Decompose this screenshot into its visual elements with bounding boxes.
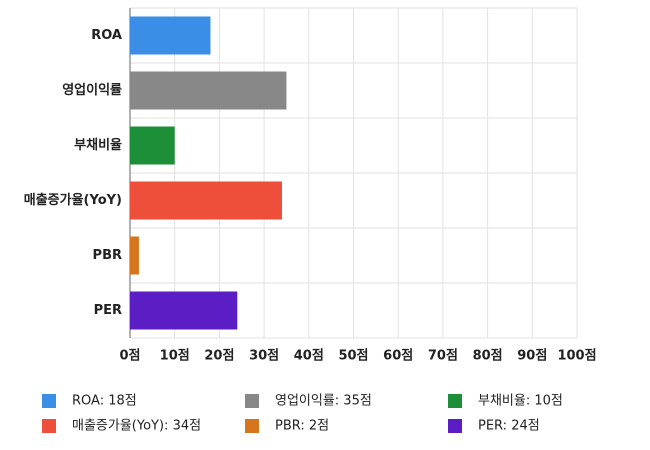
legend-swatch	[245, 419, 259, 433]
legend-label: 부채비율: 10점	[478, 394, 563, 409]
x-tick-label: 60점	[383, 349, 413, 364]
legend-label: PER: 24점	[478, 419, 540, 434]
x-tick-label: 50점	[338, 349, 368, 364]
x-tick-label: 80점	[473, 349, 503, 364]
legend-label: 영업이익률: 35점	[275, 394, 372, 409]
x-tick-label: 40점	[294, 349, 324, 364]
legend-label: ROA: 18점	[72, 394, 137, 409]
x-tick-label: 20점	[204, 349, 234, 364]
legend-swatch	[245, 394, 259, 408]
legend-label: 매출증가율(YoY): 34점	[72, 419, 201, 434]
legend-label: PBR: 2점	[275, 419, 329, 434]
y-tick-label: ROA	[91, 28, 122, 43]
bar	[130, 181, 282, 220]
x-tick-label: 30점	[249, 349, 279, 364]
bar	[130, 236, 139, 275]
bar	[130, 16, 211, 55]
bar	[130, 126, 175, 165]
bar	[130, 71, 287, 110]
y-tick-label: PBR	[93, 248, 122, 263]
y-tick-label: 영업이익률	[62, 82, 122, 98]
legend-swatch	[42, 394, 56, 408]
y-tick-label: 부채비율	[74, 137, 122, 153]
x-tick-label: 0점	[119, 349, 140, 364]
legend-swatch	[448, 419, 462, 433]
y-tick-label: PER	[94, 303, 122, 318]
legend-swatch	[42, 419, 56, 433]
x-tick-label: 10점	[160, 349, 190, 364]
bar	[130, 291, 238, 330]
legend-swatch	[448, 394, 462, 408]
x-tick-label: 90점	[517, 349, 547, 364]
x-tick-label: 100점	[557, 349, 596, 364]
y-tick-label: 매출증가율(YoY)	[24, 192, 122, 208]
x-tick-label: 70점	[428, 349, 458, 364]
